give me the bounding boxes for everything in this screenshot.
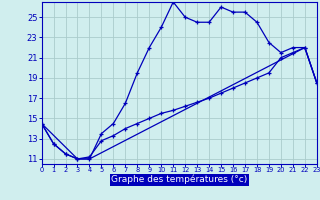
X-axis label: Graphe des températures (°c): Graphe des températures (°c) (111, 175, 247, 184)
